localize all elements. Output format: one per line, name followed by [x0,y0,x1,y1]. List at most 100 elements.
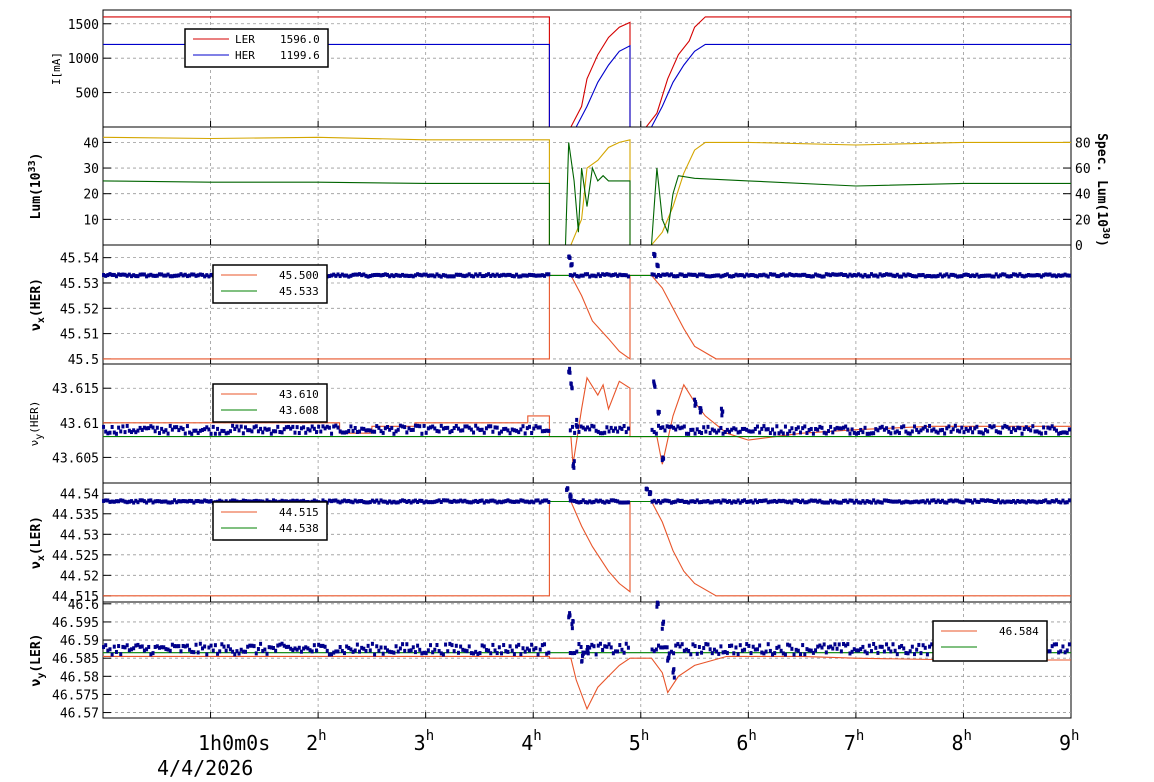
tune-point [295,498,299,503]
tune-point [293,430,297,435]
tune-point [420,499,424,504]
tune-point [525,499,529,504]
tune-point [764,427,768,432]
tune-point [508,499,512,504]
tune-point [755,647,759,652]
tune-point [314,648,318,653]
tune-point [781,498,785,503]
tune-point [986,429,990,434]
tune-point [835,272,839,277]
tune-point [725,272,729,277]
tune-point [712,428,716,433]
tune-point [689,427,693,432]
y-tick-label: 10 [83,213,99,228]
tune-point [198,641,202,646]
tune-point [781,431,785,436]
tune-point [1065,500,1069,505]
tune-point [1044,498,1048,503]
tune-point [1050,273,1054,278]
tune-point [299,649,303,654]
tune-point [1014,500,1018,505]
tune-point [1007,499,1011,504]
tune-point [413,498,417,503]
tune-point [437,649,441,654]
tune-point [659,273,663,278]
tune-point [854,648,858,653]
tune-point [166,431,170,436]
tune-point [396,273,400,278]
tune-point [149,424,153,429]
tune-point [205,499,209,504]
tune-point [493,648,497,653]
y-tick-label: 20 [83,188,99,203]
tune-point [667,655,671,660]
tune-point [611,498,615,503]
tune-point [392,650,396,655]
tune-point [192,650,196,655]
tune-point [375,272,379,277]
tune-point [510,427,514,432]
tune-point [592,644,596,649]
tune-point [207,499,211,504]
tune-point [407,499,411,504]
tune-point [657,643,661,648]
tune-point [766,642,770,647]
tune-point [497,645,501,650]
tune-point [543,429,547,434]
tune-point [1031,499,1035,504]
tune-point [611,651,615,656]
tune-point [519,498,523,503]
tune-point [480,274,484,279]
tune-point [110,499,114,504]
tune-point [592,273,596,278]
tune-point [334,423,338,428]
tune-point [996,430,1000,435]
tune-point [906,651,910,656]
tune-point [291,498,295,503]
tune-point [413,423,417,428]
tune-point [338,274,342,279]
tune-point [626,426,630,431]
tune-point [835,646,839,651]
tune-point [297,645,301,650]
tune-point [736,652,740,657]
tune-point [893,648,897,653]
tune-point [248,428,252,433]
tune-point [768,648,772,653]
tune-point [930,642,934,647]
tune-point [768,499,772,504]
tune-point [710,427,714,432]
tune-point [450,274,454,279]
tune-point [580,658,584,663]
tune-point [697,644,701,649]
tune-point [960,500,964,505]
tune-point [330,652,334,657]
tune-point [364,273,368,278]
tune-point [381,651,385,656]
tune-point [662,619,666,624]
tune-point [693,272,697,277]
tune-point [910,273,914,278]
tune-point [831,430,835,435]
tune-point [618,425,622,430]
tune-point [401,498,405,503]
tune-point [715,649,719,654]
tune-point [140,644,144,649]
tune-point [119,272,123,277]
tune-point [540,429,544,434]
tune-point [809,498,813,503]
tune-point [220,642,224,647]
tune-point [160,499,164,504]
tune-point [854,273,858,278]
tune-point [136,274,140,279]
tune-point [392,431,396,436]
tune-point [1037,430,1041,435]
tune-point [807,499,811,504]
tune-point [598,498,602,503]
tune-point [321,424,325,429]
tune-point [265,651,269,656]
tune-point [1057,650,1061,655]
tune-point [723,649,727,654]
tune-point [814,498,818,503]
tune-point [304,645,308,650]
